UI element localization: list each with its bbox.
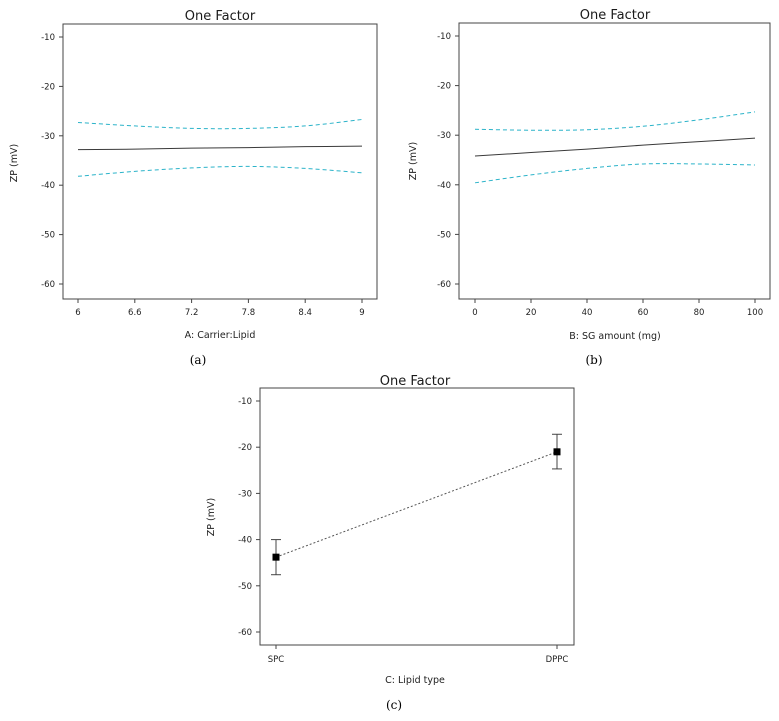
chart-c-x-ticks: SPC DPPC: [268, 645, 569, 665]
chart-a-xtick-label: 8.4: [298, 308, 312, 318]
chart-c-point: [553, 448, 561, 456]
chart-a-xtick-label: 6.6: [128, 308, 142, 318]
chart-b-ytick-label: -50: [437, 230, 451, 240]
chart-a-ci-lower-line: [77, 165, 363, 177]
chart-b-ytick-label: -30: [437, 131, 451, 141]
chart-a-ytick-label: -60: [41, 280, 55, 290]
chart-b-xtick-label: 20: [526, 308, 537, 318]
chart-c-xlabel: C: Lipid type: [385, 675, 445, 686]
chart-c-connector-line: [275, 451, 558, 558]
chart-b-xtick-label: 100: [747, 308, 763, 318]
chart-a-ylabel: ZP (mV): [9, 144, 20, 182]
chart-b-ytick-label: -20: [437, 82, 451, 92]
chart-a-ci-upper-line: [77, 119, 363, 130]
chart-a-plot-frame: [62, 23, 378, 300]
chart-c-plot-frame: [259, 387, 575, 646]
chart-b-ci-upper-line: [474, 111, 756, 131]
chart-b-fit-line: [474, 137, 756, 157]
chart-a-panel-label: (a): [190, 353, 207, 367]
chart-b-xtick-label: 0: [472, 308, 477, 318]
chart-b-ytick-label: -60: [437, 280, 451, 290]
chart-b-ytick-label: -10: [437, 32, 451, 42]
chart-b: One Factor -10 -20 -30 -40 -50 -60 0 20 40 60 80 1…: [408, 8, 771, 367]
chart-a-xlabel: A: Carrier:Lipid: [185, 330, 256, 341]
chart-b-panel-label: (b): [585, 353, 602, 367]
chart-b-title: One Factor: [580, 8, 651, 23]
chart-a-ytick-label: -40: [41, 181, 55, 191]
chart-c-panel-label: (c): [386, 698, 402, 712]
chart-c-ytick-label: -20: [238, 443, 252, 453]
chart-a-xtick-label: 9: [359, 308, 364, 318]
chart-c-point: [272, 553, 280, 561]
chart-b-x-ticks: 0 20 40 60 80 100: [472, 299, 763, 318]
chart-b-marks: [474, 111, 756, 184]
chart-c-ytick-label: -40: [238, 536, 252, 546]
chart-a-xtick-label: 7.2: [185, 308, 199, 318]
chart-a-fit-line: [77, 145, 363, 151]
chart-b-ci-lower-line: [474, 163, 756, 184]
chart-b-xtick-label: 80: [694, 308, 705, 318]
chart-b-xlabel: B: SG amount (mg): [569, 331, 661, 342]
chart-c-xtick-label: SPC: [268, 655, 285, 665]
chart-c-y-ticks: -10 -20 -30 -40 -50 -60: [238, 397, 260, 638]
chart-b-xtick-label: 60: [638, 308, 649, 318]
chart-b-plot-frame: [458, 22, 771, 300]
chart-a-y-ticks: -10 -20 -30 -40 -50 -60: [41, 33, 63, 290]
chart-c-ytick-label: -10: [238, 397, 252, 407]
chart-b-y-ticks: -10 -20 -30 -40 -50 -60: [437, 32, 459, 290]
chart-c-title: One Factor: [380, 374, 451, 389]
chart-c-ytick-label: -50: [238, 582, 252, 592]
chart-c-ylabel: ZP (mV): [206, 498, 217, 536]
chart-a-xtick-label: 6: [75, 308, 80, 318]
chart-a-ytick-label: -50: [41, 231, 55, 241]
chart-a-x-ticks: 6 6.6 7.2 7.8 8.4 9: [75, 299, 365, 318]
chart-b-ylabel: ZP (mV): [408, 142, 419, 180]
chart-a-ytick-label: -20: [41, 82, 55, 92]
chart-a-xtick-label: 7.8: [242, 308, 256, 318]
chart-c-ytick-label: -60: [238, 628, 252, 638]
chart-a-marks: [77, 119, 363, 177]
chart-c-xtick-label: DPPC: [546, 655, 569, 665]
chart-b-xtick-label: 40: [582, 308, 593, 318]
chart-c: One Factor -10 -20 -30 -40 -50 -60 SPC DPPC C:…: [206, 374, 575, 712]
chart-a-title: One Factor: [185, 9, 256, 24]
chart-c-marks: [271, 433, 562, 576]
chart-c-ytick-label: -30: [238, 489, 252, 499]
chart-a-ytick-label: -10: [41, 33, 55, 43]
chart-a-ytick-label: -30: [41, 132, 55, 142]
chart-a: One Factor -10 -20 -30 -40 -50 -60 6 6.6 7.2 7.8…: [9, 9, 378, 367]
chart-b-ytick-label: -40: [437, 181, 451, 191]
